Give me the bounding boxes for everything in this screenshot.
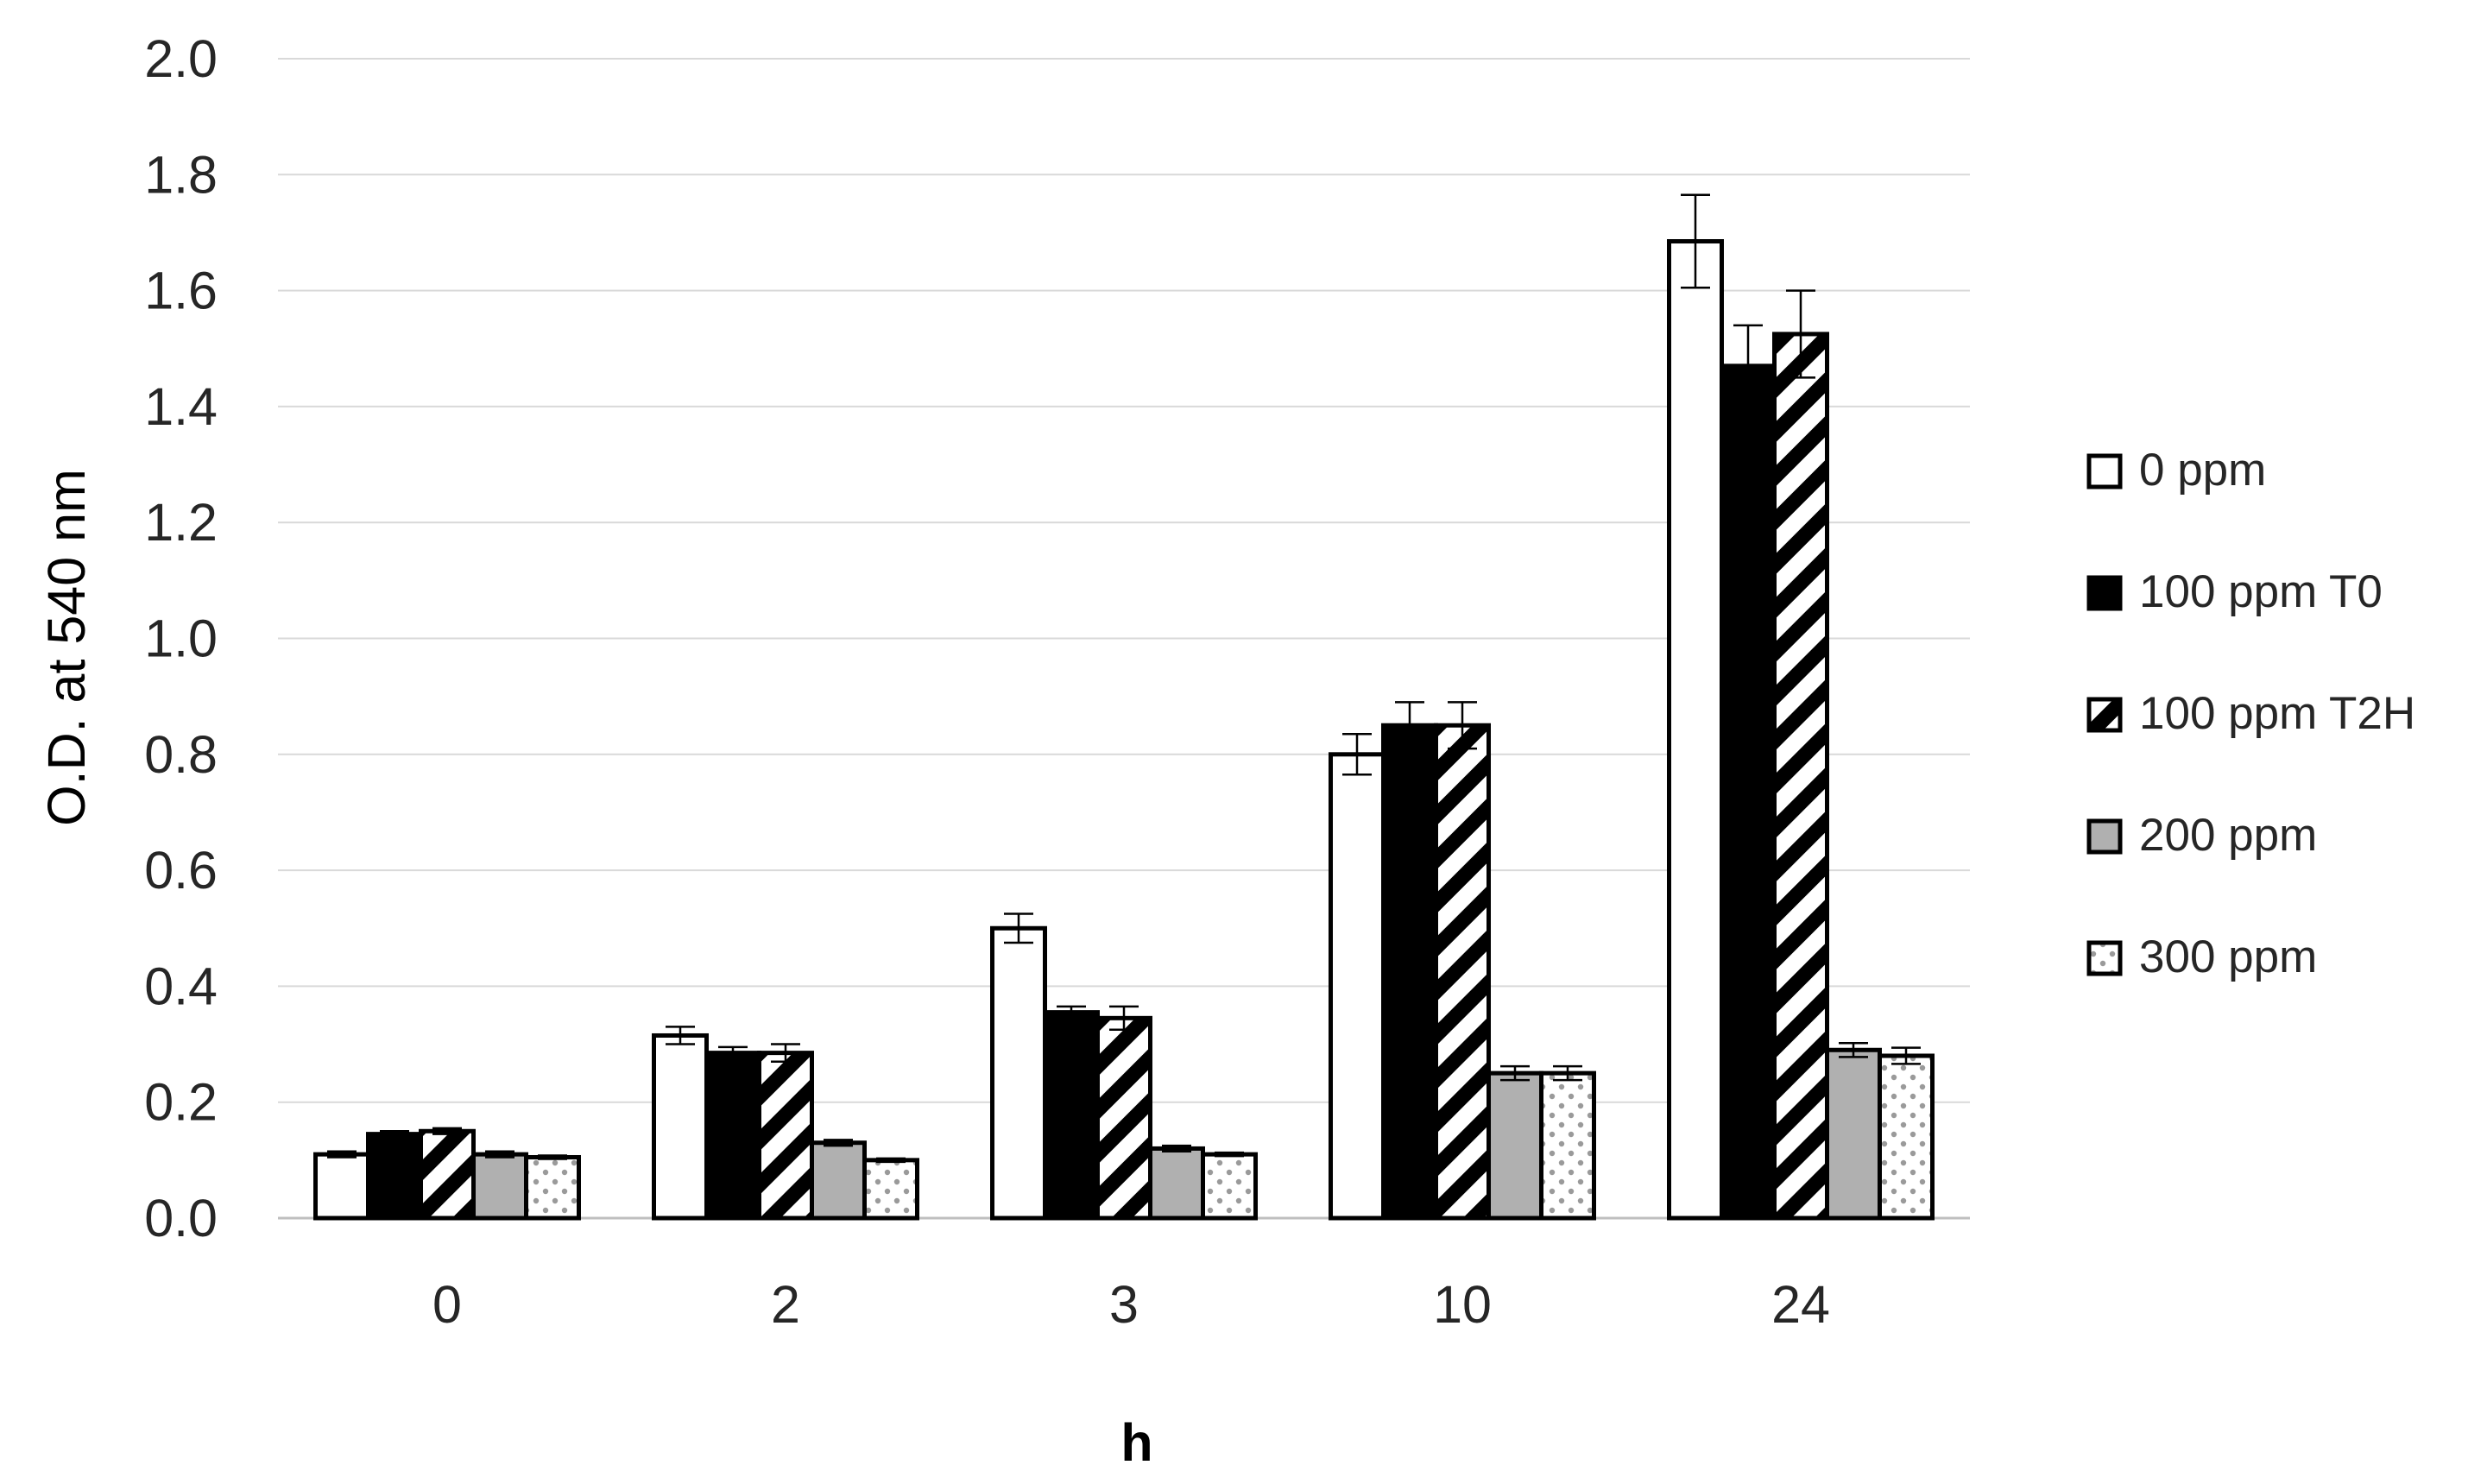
x-tick-label: 2 (771, 1275, 800, 1334)
legend-label: 200 ppm (2139, 810, 2317, 861)
bar (1772, 332, 1829, 1221)
bar (366, 1132, 423, 1221)
bar (1825, 1047, 1882, 1221)
legend-swatch (2086, 818, 2123, 855)
bar (1539, 1070, 1596, 1221)
y-axis-ticks: 0.0 0.2 0.4 0.6 0.8 1.0 1.2 1.4 1.6 1.8 2.0 (144, 29, 218, 1247)
bar (1487, 1070, 1543, 1221)
bar (313, 1152, 370, 1221)
y-tick-label: 2.0 (144, 29, 218, 88)
legend-label: 0 ppm (2139, 445, 2266, 496)
y-tick-label: 1.0 (144, 609, 218, 668)
bar (862, 1158, 919, 1221)
y-tick-label: 0.2 (144, 1073, 218, 1132)
bar (1043, 1010, 1100, 1221)
bar (757, 1051, 814, 1221)
legend-label: 300 ppm (2139, 931, 2317, 982)
x-tick-label: 24 (1771, 1275, 1830, 1334)
legend-label: 100 ppm T0 (2139, 566, 2383, 617)
y-tick-label: 0.4 (144, 957, 218, 1015)
y-tick-label: 1.6 (144, 262, 218, 320)
legend-swatch (2086, 575, 2123, 611)
bar (1434, 723, 1491, 1221)
bar (1720, 363, 1777, 1221)
bar (1878, 1053, 1935, 1221)
bar (1148, 1146, 1205, 1221)
legend-swatch (2086, 940, 2123, 976)
bar (471, 1152, 528, 1221)
bar (704, 1051, 761, 1221)
legend: 0 ppm 100 ppm T0 100 ppm T2H 200 ppm 300 ppm (2086, 445, 2415, 982)
bar (810, 1140, 867, 1221)
x-tick-label: 3 (1109, 1275, 1139, 1334)
x-axis-title: h (1120, 1413, 1152, 1472)
y-axis-title: O.D. at 540 nm (37, 469, 96, 826)
bars (313, 239, 1935, 1221)
bar (1329, 752, 1386, 1221)
bar (524, 1154, 581, 1221)
y-tick-label: 0.6 (144, 841, 218, 900)
bar (1381, 723, 1438, 1221)
y-tick-label: 1.2 (144, 493, 218, 552)
x-axis-ticks: 0 2 3 10 24 (432, 1275, 1830, 1334)
y-tick-label: 1.8 (144, 145, 218, 204)
x-tick-label: 0 (432, 1275, 462, 1334)
bar (652, 1032, 709, 1221)
legend-swatch (2086, 453, 2123, 489)
legend-label: 100 ppm T2H (2139, 688, 2415, 739)
error-bars (327, 193, 1921, 1164)
bar (990, 925, 1047, 1221)
y-tick-label: 1.4 (144, 377, 218, 436)
gridlines (278, 58, 1970, 1220)
bar (1201, 1152, 1258, 1221)
bar (1667, 239, 1724, 1221)
bar (1095, 1015, 1152, 1221)
bar (419, 1128, 476, 1221)
x-tick-label: 10 (1433, 1275, 1492, 1334)
y-tick-label: 0.0 (144, 1189, 218, 1247)
legend-swatch (2086, 697, 2123, 733)
y-tick-label: 0.8 (144, 725, 218, 784)
